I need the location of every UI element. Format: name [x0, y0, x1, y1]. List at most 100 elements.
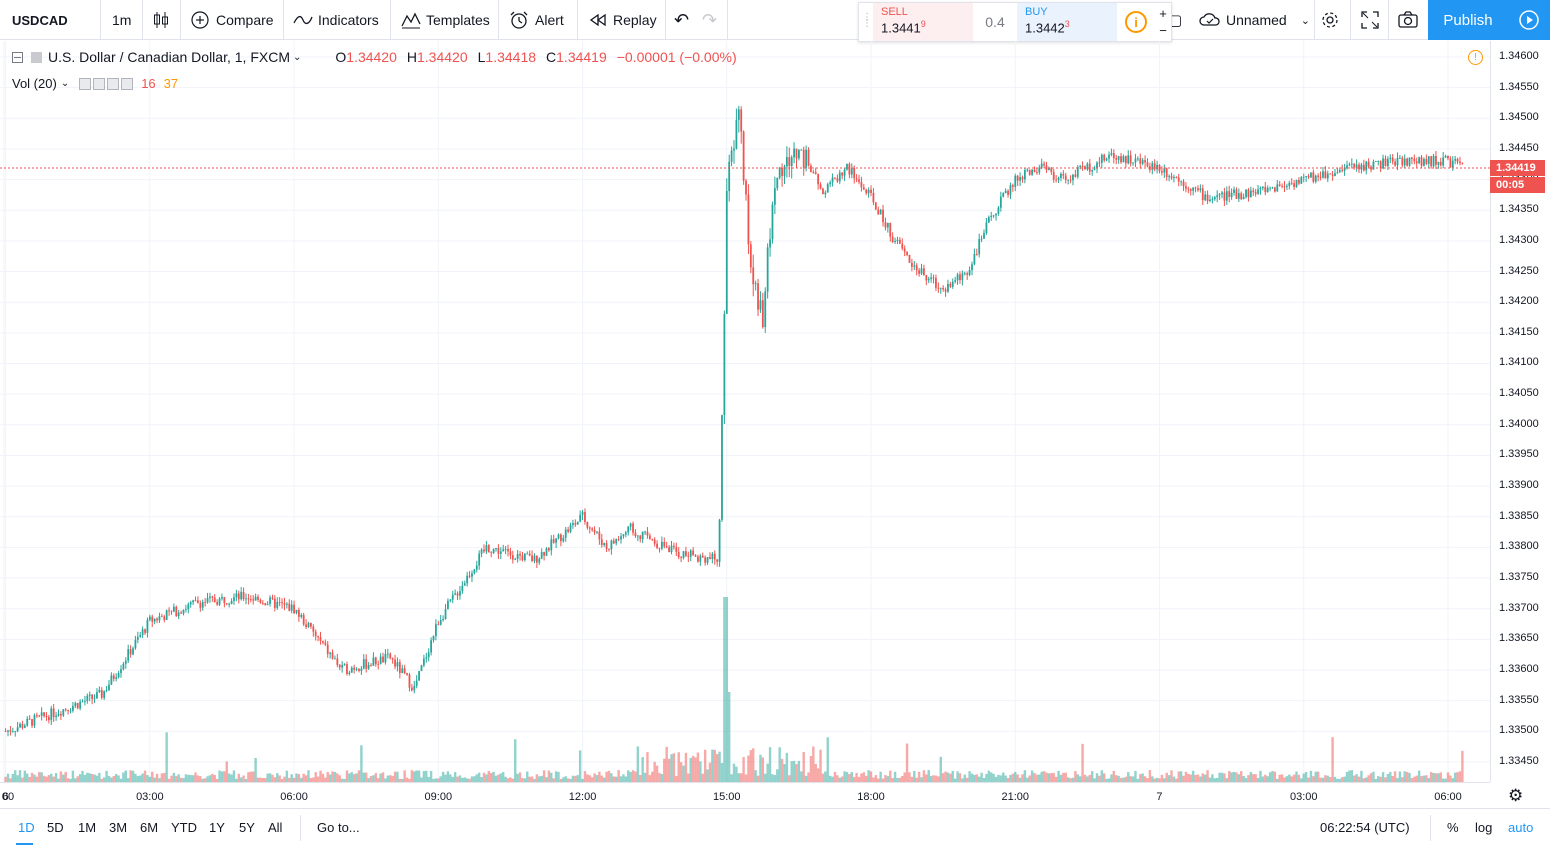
minus-icon[interactable]: − — [1159, 23, 1167, 38]
redo-button[interactable]: ↷ — [702, 0, 717, 40]
candle-body — [1043, 163, 1046, 166]
play-button[interactable] — [1508, 0, 1550, 40]
candle-body — [1360, 164, 1363, 170]
price-tick: 1.34500 — [1499, 111, 1539, 124]
candle-body — [1454, 159, 1457, 161]
indicators-button[interactable]: Indicators — [292, 0, 379, 40]
candle-body — [1048, 168, 1050, 170]
info-icon[interactable]: i — [1125, 11, 1147, 33]
range-all[interactable]: All — [268, 820, 283, 835]
series-title[interactable]: U.S. Dollar / Canadian Dollar, 1, FXCM — [48, 49, 290, 65]
axis-settings-button[interactable]: ⚙ — [1508, 786, 1523, 806]
buy-button[interactable]: BUY 1.34423 — [1017, 3, 1117, 41]
layout-name-button[interactable]: Unnamed ⌄ — [1198, 0, 1310, 40]
candle-body — [490, 552, 493, 554]
fullscreen-button[interactable] — [1360, 0, 1380, 40]
price-axis[interactable]: 1.346001.345501.345001.344501.344001.343… — [1490, 41, 1550, 782]
candle-body — [47, 716, 50, 721]
volume-bar — [1324, 775, 1327, 782]
goto-button[interactable]: Go to... — [317, 820, 360, 835]
more-icon[interactable] — [107, 77, 120, 90]
chevron-down-icon[interactable]: ⌄ — [60, 78, 70, 89]
log-toggle[interactable]: log — [1475, 820, 1493, 835]
candle-body — [519, 554, 521, 556]
volume-bar — [167, 778, 171, 782]
volume-bar — [1028, 775, 1031, 782]
candle-body — [1129, 155, 1132, 164]
time-axis[interactable]: 00 6 03:00 06:00 09:00 12:00 15:00 18:00 21:00 7 0… — [0, 782, 1490, 808]
range-3m[interactable]: 3M — [109, 820, 128, 835]
divider — [283, 0, 284, 40]
candle-body — [98, 690, 101, 693]
divider — [577, 0, 578, 40]
volume-bar — [624, 776, 628, 782]
candle-body — [1355, 164, 1358, 168]
candles-icon — [154, 12, 168, 28]
chart-type-button[interactable] — [152, 0, 170, 40]
candle-body — [516, 554, 519, 559]
range-5d[interactable]: 5D — [47, 820, 64, 835]
candle-body — [622, 534, 625, 537]
candle-body — [1370, 166, 1372, 170]
volume-title[interactable]: Vol (20) — [12, 76, 57, 91]
candle-body — [1324, 171, 1327, 179]
candle-body — [949, 283, 952, 287]
plus-icon[interactable]: + — [1159, 6, 1167, 21]
interval-button[interactable]: 1m — [112, 0, 131, 40]
sell-button[interactable]: SELL 1.34419 — [873, 3, 973, 41]
collapse-icon[interactable] — [12, 51, 23, 63]
volume-bar — [1014, 771, 1017, 782]
range-ytd[interactable]: YTD — [171, 820, 197, 835]
candle-body — [634, 532, 637, 536]
low-value: 1.34418 — [485, 49, 537, 65]
gear-icon[interactable] — [93, 77, 106, 90]
ohlc-low: L1.34418 — [478, 49, 536, 65]
candle-body — [1028, 169, 1031, 175]
range-5y[interactable]: 5Y — [239, 820, 255, 835]
percent-toggle[interactable]: % — [1447, 820, 1459, 835]
candle-body — [1286, 185, 1288, 187]
candle-body — [69, 710, 72, 712]
volume-bar — [485, 774, 488, 782]
range-6m[interactable]: 6M — [140, 820, 159, 835]
candle-body — [74, 703, 77, 707]
volume-bar — [735, 766, 738, 782]
auto-toggle[interactable]: auto — [1508, 820, 1534, 835]
eye-icon[interactable] — [79, 77, 92, 90]
close-icon[interactable] — [121, 77, 134, 90]
candle-body — [1396, 157, 1399, 166]
volume-bar — [338, 775, 341, 782]
undo-button[interactable]: ↶ — [674, 0, 689, 40]
volume-bar — [848, 774, 851, 782]
candle-body — [1312, 172, 1315, 182]
price-chart[interactable] — [0, 41, 1490, 782]
volume-bar — [249, 771, 253, 782]
volume-bar — [1264, 774, 1267, 782]
candle-body — [1401, 157, 1404, 166]
templates-button[interactable]: Templates — [400, 0, 490, 40]
volume-bar — [90, 774, 94, 782]
chevron-down-icon[interactable]: ⌄ — [292, 51, 302, 63]
candle-body — [793, 148, 795, 158]
candle-body — [396, 662, 399, 667]
range-1d[interactable]: 1D — [18, 820, 35, 835]
quantity-stepper[interactable]: + − — [1155, 5, 1171, 39]
volume-bar — [461, 777, 464, 782]
candle-body — [834, 177, 836, 179]
candle-body — [552, 539, 555, 543]
volume-bar — [182, 778, 185, 782]
replay-button[interactable]: Replay — [588, 0, 657, 40]
candle-body — [942, 287, 945, 290]
range-1y[interactable]: 1Y — [209, 820, 225, 835]
symbol-search[interactable]: USDCAD — [12, 0, 68, 40]
settings-button[interactable] — [1320, 0, 1340, 40]
drag-handle-icon[interactable]: ⋮ ⋮ — [862, 12, 872, 29]
range-1m[interactable]: 1M — [78, 820, 97, 835]
candle-body — [293, 604, 295, 614]
publish-button[interactable]: Publish — [1428, 0, 1508, 40]
compare-button[interactable]: Compare — [190, 0, 274, 40]
screenshot-button[interactable] — [1397, 0, 1419, 40]
warning-icon[interactable]: ! — [1468, 50, 1483, 65]
alert-button[interactable]: Alert — [508, 0, 564, 40]
candle-body — [968, 269, 971, 275]
